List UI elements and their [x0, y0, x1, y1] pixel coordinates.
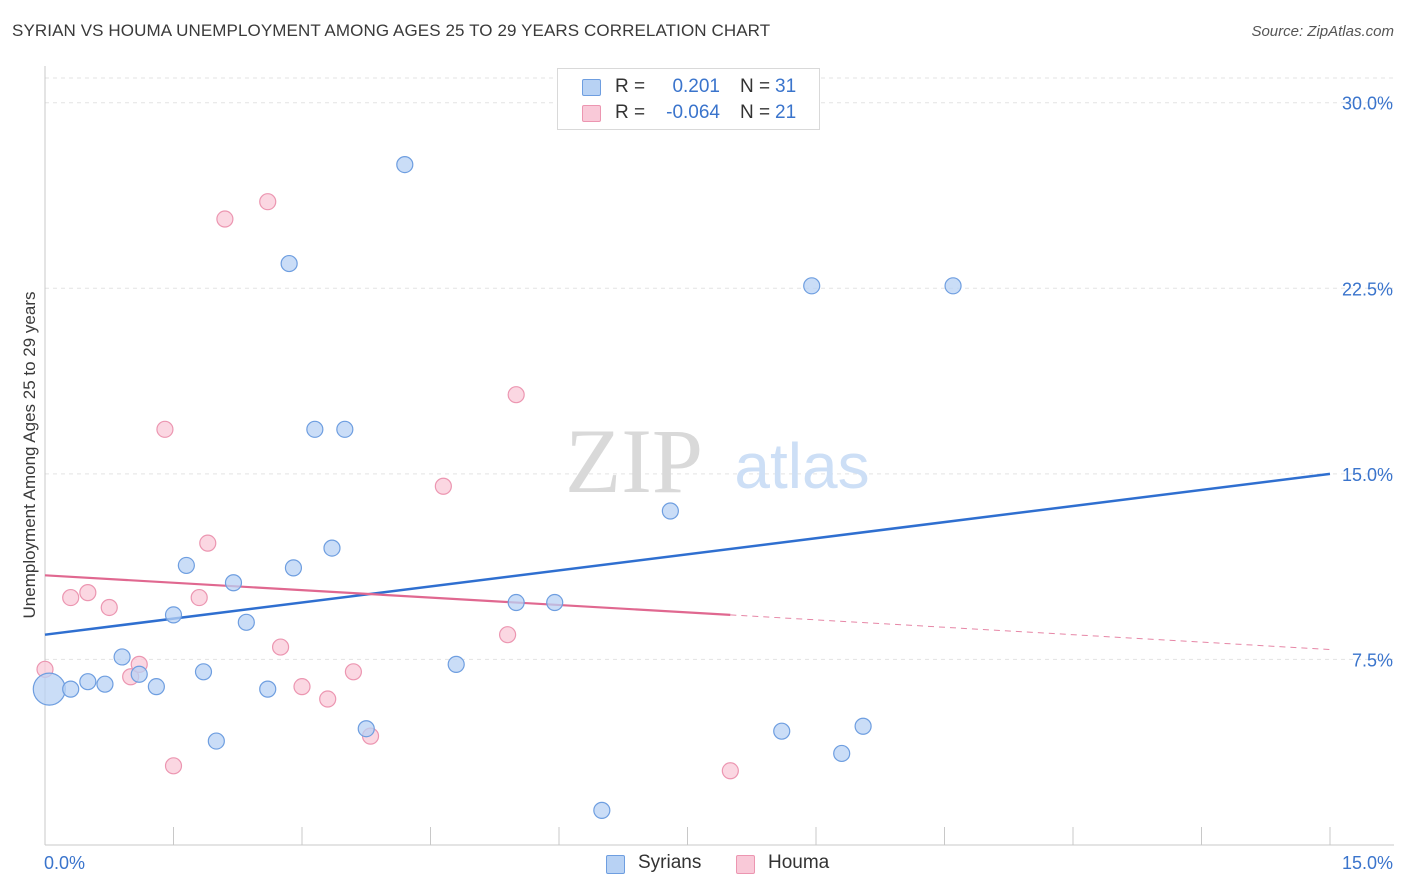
houma-swatch — [582, 105, 601, 122]
syrians-point — [773, 722, 791, 740]
legend-r-label: R = — [615, 102, 646, 123]
watermark-zip: ZIP — [565, 410, 703, 512]
syrians-point — [62, 680, 80, 698]
houma-point — [62, 588, 80, 607]
legend-r-value: 0.201 — [672, 76, 720, 97]
houma-point — [293, 678, 311, 696]
watermark: ZIP atlas — [565, 410, 870, 512]
houma-point — [721, 762, 739, 780]
houma-point — [271, 638, 290, 656]
legend-n-value: 31 — [775, 76, 797, 97]
houma-trend-extension — [730, 614, 1331, 651]
chart-title: SYRIAN VS HOUMA UNEMPLOYMENT AMONG AGES … — [12, 21, 771, 40]
houma-point — [216, 210, 234, 228]
syrians-point — [32, 672, 66, 706]
houma-point — [79, 584, 97, 602]
houma-point — [319, 690, 337, 708]
syrians-point — [147, 678, 165, 696]
syrians-point — [323, 539, 341, 557]
trend-lines — [44, 472, 1331, 651]
syrians-legend-label: Syrians — [638, 852, 702, 873]
legend-r-label: R = — [615, 76, 646, 97]
syrians-point — [207, 732, 225, 750]
syrians-point — [130, 665, 148, 683]
legend-n-value: 21 — [775, 102, 797, 123]
grid-lines — [45, 77, 1394, 660]
syrians-point — [854, 717, 872, 735]
houma-point — [164, 757, 183, 775]
syrians-point — [177, 556, 195, 575]
houma-point — [507, 386, 525, 404]
syrians-point — [833, 744, 851, 763]
syrians-point — [306, 420, 324, 438]
houma-point — [156, 420, 174, 438]
data-points — [32, 155, 962, 819]
houma-legend-swatch — [736, 855, 755, 874]
syrians-point — [96, 675, 114, 693]
syrians-legend-swatch — [606, 855, 625, 874]
syrians-point — [79, 673, 97, 691]
x-tick-label: 15.0% — [1342, 853, 1393, 873]
houma-point — [499, 626, 517, 644]
syrians-point — [447, 655, 465, 673]
syrians-point — [507, 593, 525, 612]
syrians-point — [224, 574, 243, 592]
y-tick-label: 15.0% — [1342, 465, 1393, 485]
syrians-point — [944, 277, 962, 295]
syrians-point — [357, 720, 375, 738]
watermark-atlas: atlas — [734, 430, 869, 502]
y-tick-label: 7.5% — [1352, 650, 1393, 670]
syrians-point — [396, 155, 414, 174]
syrians-swatch — [582, 79, 601, 96]
syrians-point — [164, 606, 183, 624]
houma-point — [344, 663, 362, 681]
bottom-legend: Syrians Houma — [0, 852, 1406, 878]
legend-n-label: N = — [740, 102, 771, 123]
syrians-point — [593, 801, 611, 819]
legend-n-label: N = — [740, 76, 771, 97]
x-tick-label: 0.0% — [44, 853, 85, 873]
syrians-point — [284, 559, 303, 577]
legend-r-value: -0.064 — [666, 102, 720, 123]
houma-legend-label: Houma — [768, 852, 830, 873]
legend-box: R = 0.201 N = 31 R = -0.064 N = 21 — [557, 68, 820, 130]
syrians-trend-line — [44, 472, 1331, 636]
syrians-point — [259, 680, 277, 698]
syrians-point — [194, 663, 213, 681]
houma-point — [434, 477, 452, 495]
source-label: Source: ZipAtlas.com — [1251, 23, 1394, 40]
houma-point — [100, 598, 118, 617]
syrians-point — [280, 254, 298, 273]
houma-point — [190, 588, 208, 607]
houma-point — [259, 193, 277, 211]
y-axis-label: Unemployment Among Ages 25 to 29 years — [20, 291, 39, 619]
y-tick-label: 30.0% — [1342, 94, 1393, 114]
syrians-point — [237, 613, 255, 631]
houma-trend-line — [44, 574, 731, 616]
syrians-point — [803, 277, 821, 295]
syrians-point — [661, 502, 679, 520]
tick-labels: 7.5% 15.0% 22.5% 30.0% 0.0% 15.0% — [44, 94, 1393, 873]
houma-point — [199, 534, 217, 552]
syrians-point — [113, 648, 131, 666]
y-tick-label: 22.5% — [1342, 279, 1393, 299]
axes — [44, 66, 1394, 846]
syrians-point — [336, 420, 354, 438]
syrians-point — [546, 593, 564, 612]
